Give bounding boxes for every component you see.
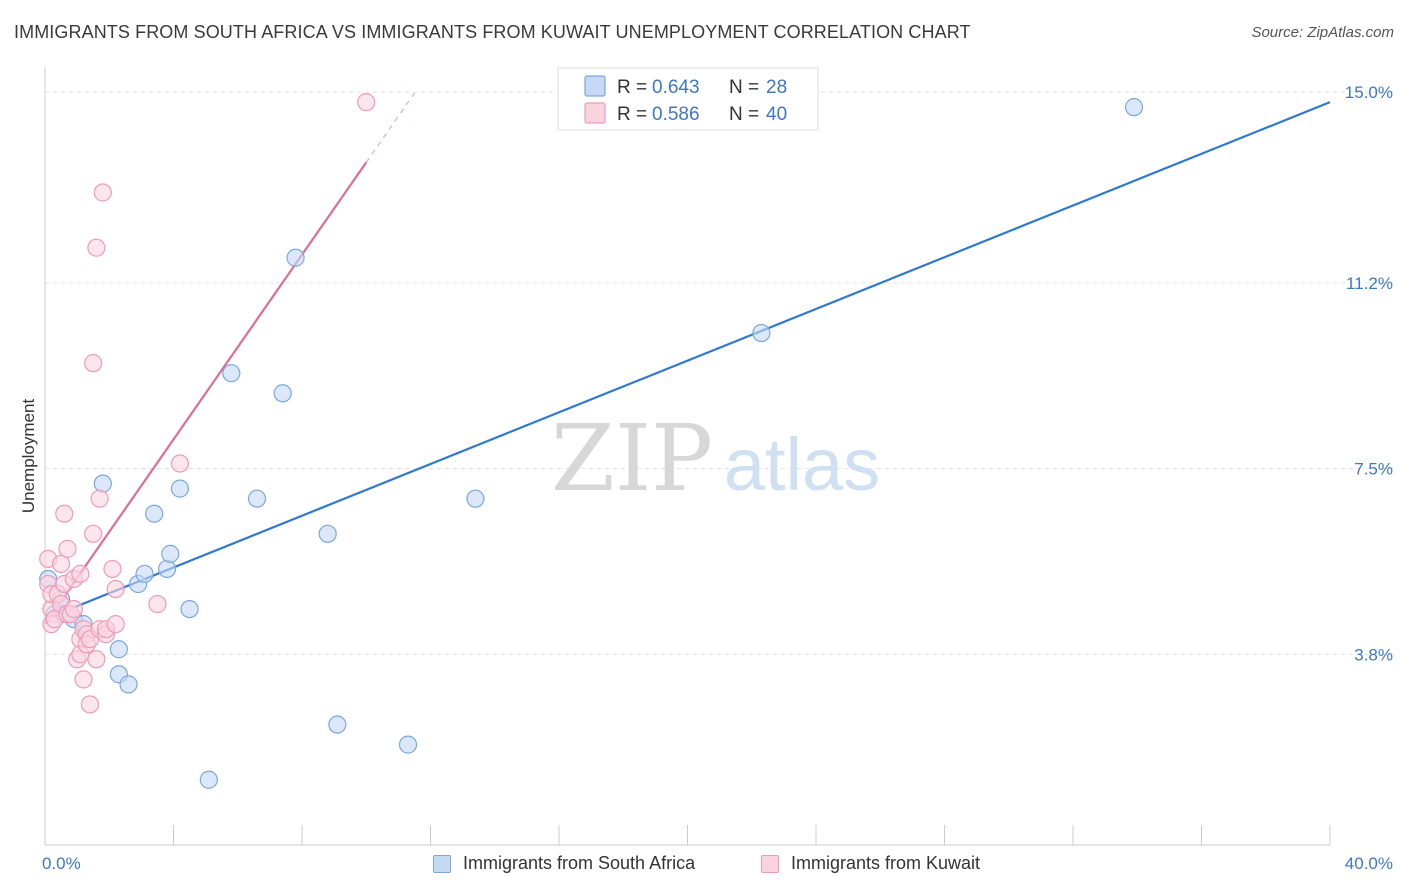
data-point-series-0 [199,770,218,789]
data-point-series-0 [752,323,771,343]
legend-top: R = 0.643 N = 28 R = 0.586 N = 40 [557,67,819,131]
data-point-series-0 [157,559,177,579]
data-point-series-1 [106,615,125,634]
data-point-series-1 [87,650,106,669]
data-point-series-1 [58,539,77,558]
data-point-series-0 [273,384,292,403]
data-point-series-0 [1124,98,1144,117]
data-point-series-1 [55,504,74,523]
y-tick-label: 15.0% [1345,83,1393,102]
data-point-series-1 [93,183,112,202]
data-point-series-1 [84,354,103,373]
source-label: Source: ZipAtlas.com [1251,24,1394,41]
data-point-series-1 [106,579,125,599]
trendlines [44,92,1331,625]
data-point-series-0 [398,735,418,754]
data-point-series-0 [466,489,485,508]
chart-title: IMMIGRANTS FROM SOUTH AFRICA VS IMMIGRAN… [14,22,971,42]
data-point-series-1 [80,695,100,714]
data-point-series-0 [328,715,347,734]
legend-top-n-label: N = [729,77,759,98]
data-point-series-0 [222,364,241,383]
legend-item-kuwait: Immigrants from Kuwait [761,853,980,874]
data-point-series-0 [286,248,305,267]
legend-bottom: Immigrants from South Africa Immigrants … [0,850,1406,880]
data-point-series-1 [71,564,90,584]
legend-swatch-south-africa [433,854,451,873]
data-point-series-0 [170,479,190,498]
data-point-series-1 [170,454,190,473]
trendline-series-0 [44,101,1331,621]
y-tick-label: 7.5% [1354,460,1393,479]
watermark-zip: ZIP [551,405,713,512]
data-points [39,93,1144,789]
data-point-series-1 [74,670,93,689]
data-point-series-0 [109,640,128,659]
data-point-series-1 [51,554,71,574]
legend-top-swatch-0 [584,75,606,97]
legend-top-r-label: R = [617,104,647,125]
data-point-series-1 [90,489,109,508]
y-tick-label: 11.2% [1346,274,1393,293]
trendline-extension-series-1 [365,92,415,163]
legend-top-n-value: 40 [766,104,787,125]
data-point-series-0 [93,474,112,493]
legend-label-south-africa: Immigrants from South Africa [463,853,696,873]
data-point-series-1 [64,599,84,619]
y-tick-labels: 3.8% 7.5% 11.2% 15.0% [1345,83,1393,664]
legend-top-r-value: 0.586 [652,104,700,125]
legend-top-swatch-1 [584,102,606,124]
watermark-atlas: atlas [724,423,880,506]
x-tick-label-max: 40.0% [1345,854,1393,873]
y-tick-label: 3.8% [1354,645,1393,664]
data-point-series-1 [103,559,122,579]
legend-swatch-kuwait [761,854,779,873]
legend-top-n-label: N = [729,104,759,125]
data-point-series-1 [87,238,106,257]
legend-item-south-africa: Immigrants from South Africa [433,853,695,874]
data-point-series-0 [135,564,154,584]
data-point-series-0 [247,489,267,508]
data-point-series-0 [180,599,199,619]
data-point-series-1 [84,524,103,543]
data-point-series-0 [318,524,337,543]
x-tick-labels: 0.0% 40.0% [42,854,1393,873]
trendline-series-1 [44,161,368,625]
data-point-series-1 [148,594,167,614]
legend-top-n-value: 28 [766,77,787,98]
legend-top-r-label: R = [617,77,647,98]
gridlines [45,91,1395,655]
x-tick-label-min: 0.0% [42,854,81,873]
data-point-series-0 [119,675,138,694]
legend-label-kuwait: Immigrants from Kuwait [791,853,981,873]
watermark: ZIP atlas [551,405,880,512]
data-point-series-0 [145,504,164,523]
data-point-series-1 [357,93,376,112]
legend-top-r-value: 0.643 [652,77,700,98]
data-point-series-0 [161,544,180,563]
axes [44,67,1331,846]
y-axis-label: Unemployment [19,399,38,514]
